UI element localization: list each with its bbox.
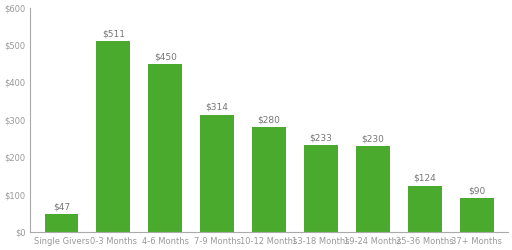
Text: $90: $90 — [468, 187, 485, 196]
Text: $230: $230 — [361, 134, 385, 143]
Bar — [408, 186, 442, 232]
Text: $47: $47 — [53, 203, 70, 212]
Bar — [460, 198, 494, 232]
Text: $511: $511 — [102, 29, 125, 38]
Bar — [252, 127, 286, 232]
Bar — [96, 41, 130, 232]
Bar — [304, 145, 338, 232]
Text: $233: $233 — [310, 133, 332, 142]
Bar — [200, 114, 234, 232]
Bar — [148, 64, 182, 232]
Text: $124: $124 — [413, 174, 436, 183]
Bar — [45, 214, 78, 232]
Text: $280: $280 — [258, 116, 281, 125]
Text: $450: $450 — [154, 52, 177, 61]
Text: $314: $314 — [206, 103, 228, 112]
Bar — [356, 146, 390, 232]
